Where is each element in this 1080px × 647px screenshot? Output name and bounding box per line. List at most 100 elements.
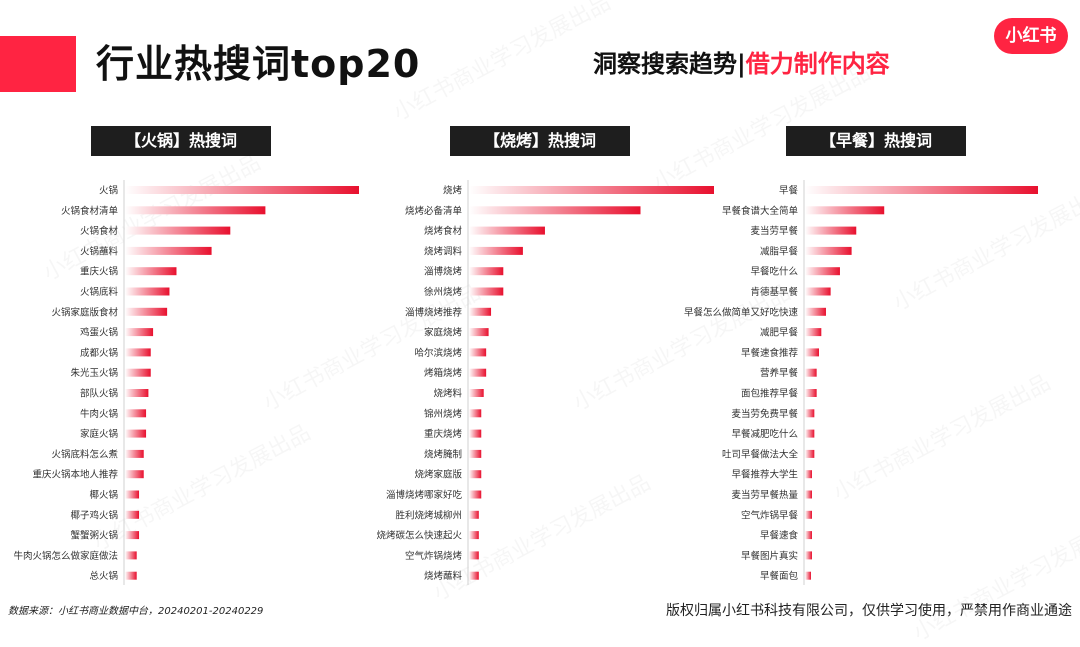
bbq-category-label: 重庆烧烤 <box>424 428 463 440</box>
breakfast-bar <box>805 246 852 255</box>
hotpot-category-label: 朱光玉火锅 <box>70 367 118 379</box>
hotpot-bar <box>125 348 151 357</box>
bbq-category-label: 淄博烧烤推荐 <box>405 306 463 318</box>
breakfast-bar <box>805 226 857 235</box>
hotpot-category-label: 火锅家庭版食材 <box>51 306 118 318</box>
hotpot-category-label: 重庆火锅 <box>80 266 118 278</box>
breakfast-bar <box>805 287 831 296</box>
hotpot-category-label: 家庭火锅 <box>80 428 118 440</box>
bbq-bar <box>469 449 482 458</box>
bbq-bar <box>469 246 523 255</box>
bbq-category-label: 淄博烧烤哪家好吃 <box>386 489 463 501</box>
breakfast-category-label: 减肥早餐 <box>760 327 799 339</box>
bbq-bar <box>469 510 479 519</box>
bbq-category-label: 空气炸锅烧烤 <box>405 550 463 562</box>
bbq-category-label: 锦州烧烤 <box>424 408 463 420</box>
bbq-category-label: 徐州烧烤 <box>424 286 463 298</box>
breakfast-bar <box>805 510 812 519</box>
bbq-category-label: 烧烤料 <box>433 388 462 400</box>
breakfast-category-label: 肯德基早餐 <box>750 286 798 298</box>
hotpot-category-label: 重庆火锅本地人推荐 <box>32 469 118 481</box>
bbq-category-label: 烤箱烧烤 <box>424 367 463 379</box>
bbq-category-label: 烧烤蘸料 <box>424 570 463 582</box>
hotpot-category-label: 蟹蟹粥火锅 <box>70 530 118 542</box>
bbq-category-label: 烧烤家庭版 <box>414 469 462 481</box>
bbq-category-label: 哈尔滨烧烤 <box>414 347 462 359</box>
breakfast-category-label: 麦当劳早餐 <box>750 225 798 237</box>
hotpot-bar <box>125 551 137 560</box>
page-title: 行业热搜词top20 <box>96 42 421 86</box>
bbq-bar <box>469 206 641 215</box>
bbq-bar <box>469 307 492 316</box>
hotpot-category-label: 鸡蛋火锅 <box>80 327 118 339</box>
hotpot-category-label: 火锅底料 <box>80 286 119 298</box>
breakfast-category-label: 麦当劳免费早餐 <box>731 408 798 420</box>
breakfast-bar <box>805 429 815 438</box>
bbq-panel-title: 【烧烤】热搜词 <box>450 126 630 156</box>
hotpot-category-label: 火锅食材清单 <box>61 205 119 217</box>
bbq-bar <box>469 551 479 560</box>
bbq-bar <box>469 409 482 418</box>
hotpot-category-label: 牛肉火锅怎么做家庭做法 <box>13 550 118 562</box>
hotpot-category-label: 总火锅 <box>89 570 118 582</box>
breakfast-bar <box>805 267 840 276</box>
bbq-category-label: 烧烤腌制 <box>424 448 462 460</box>
breakfast-bar <box>805 409 815 418</box>
hotpot-bar <box>125 267 177 276</box>
breakfast-category-label: 早餐速食推荐 <box>741 347 799 359</box>
breakfast-category-label: 麦当劳早餐热量 <box>731 489 798 501</box>
bbq-bar <box>469 470 482 479</box>
breakfast-category-label: 空气炸锅早餐 <box>741 509 799 521</box>
breakfast-bar <box>805 551 812 560</box>
bbq-category-label: 烧烤调料 <box>424 245 463 257</box>
breakfast-category-label: 早餐面包 <box>760 570 799 582</box>
hotpot-bar <box>125 571 137 580</box>
hotpot-bar <box>125 510 140 519</box>
hotpot-bar <box>125 307 168 316</box>
breakfast-panel-title: 【早餐】热搜词 <box>786 126 966 156</box>
breakfast-bar <box>805 348 819 357</box>
bbq-category-label: 烧烤碳怎么快速起火 <box>376 530 462 542</box>
bbq-bar <box>469 368 487 377</box>
breakfast-category-label: 营养早餐 <box>760 367 799 379</box>
bbq-category-label: 烧烤必备清单 <box>405 205 463 217</box>
breakfast-category-label: 早餐图片真实 <box>741 550 798 562</box>
xiaohongshu-logo: 小红书 <box>994 18 1068 54</box>
hotpot-bar <box>125 409 147 418</box>
hotpot-category-label: 火锅蘸料 <box>80 245 119 257</box>
breakfast-bar <box>805 470 812 479</box>
hotpot-category-label: 火锅食材 <box>80 225 119 237</box>
hotpot-bar <box>125 449 144 458</box>
breakfast-category-label: 早餐吃什么 <box>750 266 798 278</box>
bbq-bar <box>469 328 489 337</box>
breakfast-category-label: 早餐推荐大学生 <box>731 469 798 481</box>
bbq-category-label: 胜利烧烤城柳州 <box>395 509 462 521</box>
breakfast-category-label: 早餐怎么做简单又好吃快速 <box>684 306 799 318</box>
hotpot-bar <box>125 226 231 235</box>
hotpot-bar <box>125 287 170 296</box>
bbq-bar <box>469 267 504 276</box>
breakfast-bar <box>805 449 815 458</box>
breakfast-bar <box>805 206 885 215</box>
hotpot-bar <box>125 246 212 255</box>
hotpot-bar <box>125 206 266 215</box>
bbq-category-label: 烧烤 <box>443 185 463 197</box>
bbq-bar <box>469 490 482 499</box>
data-source: 数据来源：小红书商业数据中台，20240201-20240229 <box>8 606 264 617</box>
bbq-bar <box>469 531 479 540</box>
page-subtitle: 洞察搜索趋势|借力制作内容 <box>593 44 890 84</box>
bbq-bar <box>469 429 482 438</box>
breakfast-category-label: 面包推荐早餐 <box>741 388 799 400</box>
breakfast-bar <box>805 490 812 499</box>
hotpot-bar <box>125 328 154 337</box>
bbq-bar <box>469 348 487 357</box>
hotpot-bar <box>125 389 149 397</box>
breakfast-bar <box>805 307 826 316</box>
breakfast-bar <box>805 389 817 397</box>
breakfast-category-label: 早餐食谱大全简单 <box>722 205 799 217</box>
hotpot-category-label: 火锅底料怎么煮 <box>51 448 118 460</box>
bbq-category-label: 家庭烧烤 <box>424 327 463 339</box>
subtitle-black: 洞察搜索趋势| <box>593 50 746 78</box>
hotpot-bar <box>125 186 359 194</box>
hotpot-category-label: 牛肉火锅 <box>80 408 118 420</box>
